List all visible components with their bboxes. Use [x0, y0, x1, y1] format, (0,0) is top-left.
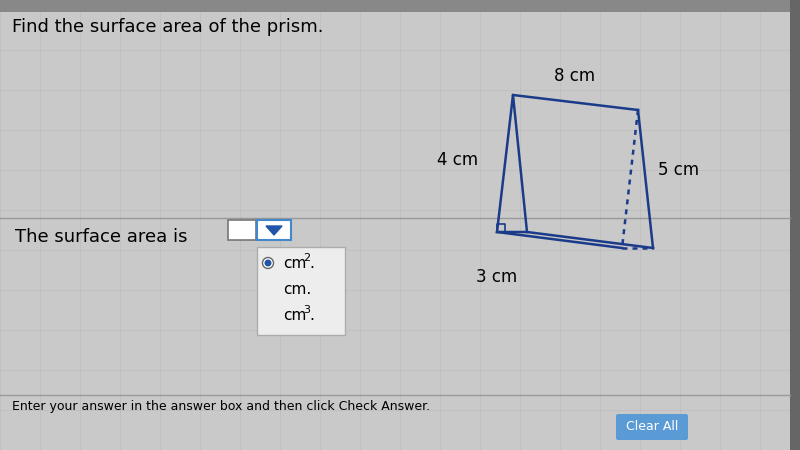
Text: 5 cm: 5 cm	[658, 161, 699, 179]
Text: 3 cm: 3 cm	[476, 268, 518, 286]
FancyBboxPatch shape	[257, 247, 345, 335]
Text: 4 cm: 4 cm	[437, 151, 478, 169]
Polygon shape	[266, 226, 282, 235]
Text: The surface area is: The surface area is	[15, 228, 187, 246]
Circle shape	[266, 260, 270, 266]
Text: .: .	[309, 307, 314, 323]
Text: 8 cm: 8 cm	[554, 67, 595, 85]
Text: cm.: cm.	[283, 282, 311, 297]
Text: 3: 3	[303, 305, 310, 315]
Text: Find the surface area of the prism.: Find the surface area of the prism.	[12, 18, 323, 36]
Text: Enter your answer in the answer box and then click Check Answer.: Enter your answer in the answer box and …	[12, 400, 430, 413]
FancyBboxPatch shape	[616, 414, 688, 440]
FancyBboxPatch shape	[257, 220, 291, 240]
FancyBboxPatch shape	[790, 0, 800, 450]
FancyBboxPatch shape	[228, 220, 256, 240]
Text: cm: cm	[283, 307, 306, 323]
Circle shape	[262, 257, 274, 269]
Text: 2: 2	[303, 253, 310, 263]
FancyBboxPatch shape	[0, 0, 790, 12]
Text: Clear All: Clear All	[626, 420, 678, 433]
Text: cm: cm	[283, 256, 306, 270]
Text: .: .	[309, 256, 314, 270]
